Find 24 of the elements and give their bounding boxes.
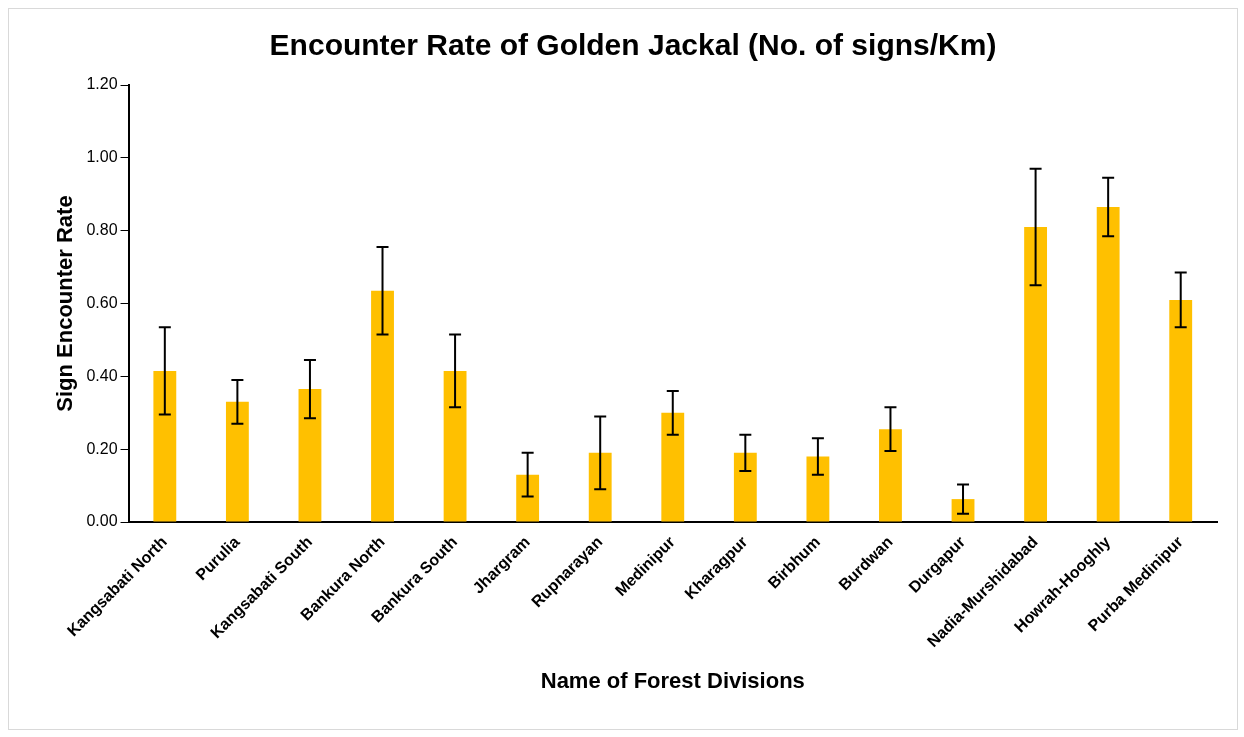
bar xyxy=(588,452,612,522)
bar xyxy=(1096,207,1120,522)
bar xyxy=(1024,227,1048,522)
bar xyxy=(298,389,322,522)
bar xyxy=(879,429,902,522)
bar xyxy=(153,370,177,522)
y-tick-label: 0.20 xyxy=(86,439,118,457)
x-axis-title: Name of Forest Divisions xyxy=(540,667,805,693)
bar xyxy=(443,370,467,522)
y-axis-title: Sign Encounter Rate xyxy=(52,195,78,412)
y-tick-label: 0.40 xyxy=(86,366,118,384)
bar xyxy=(225,401,249,522)
bar xyxy=(371,290,394,522)
bar xyxy=(661,412,685,522)
y-tick-label: 1.20 xyxy=(86,75,118,93)
bar xyxy=(1169,299,1193,522)
y-tick-label: 1.00 xyxy=(86,148,118,166)
bar xyxy=(733,452,757,522)
bar xyxy=(516,474,540,522)
y-tick-label: 0.80 xyxy=(86,221,118,239)
chart-title: Encounter Rate of Golden Jackal (No. of signs/Km) xyxy=(269,28,997,62)
bar xyxy=(806,456,830,522)
y-tick-label: 0.60 xyxy=(86,293,118,311)
y-tick-label: 0.00 xyxy=(86,512,118,530)
